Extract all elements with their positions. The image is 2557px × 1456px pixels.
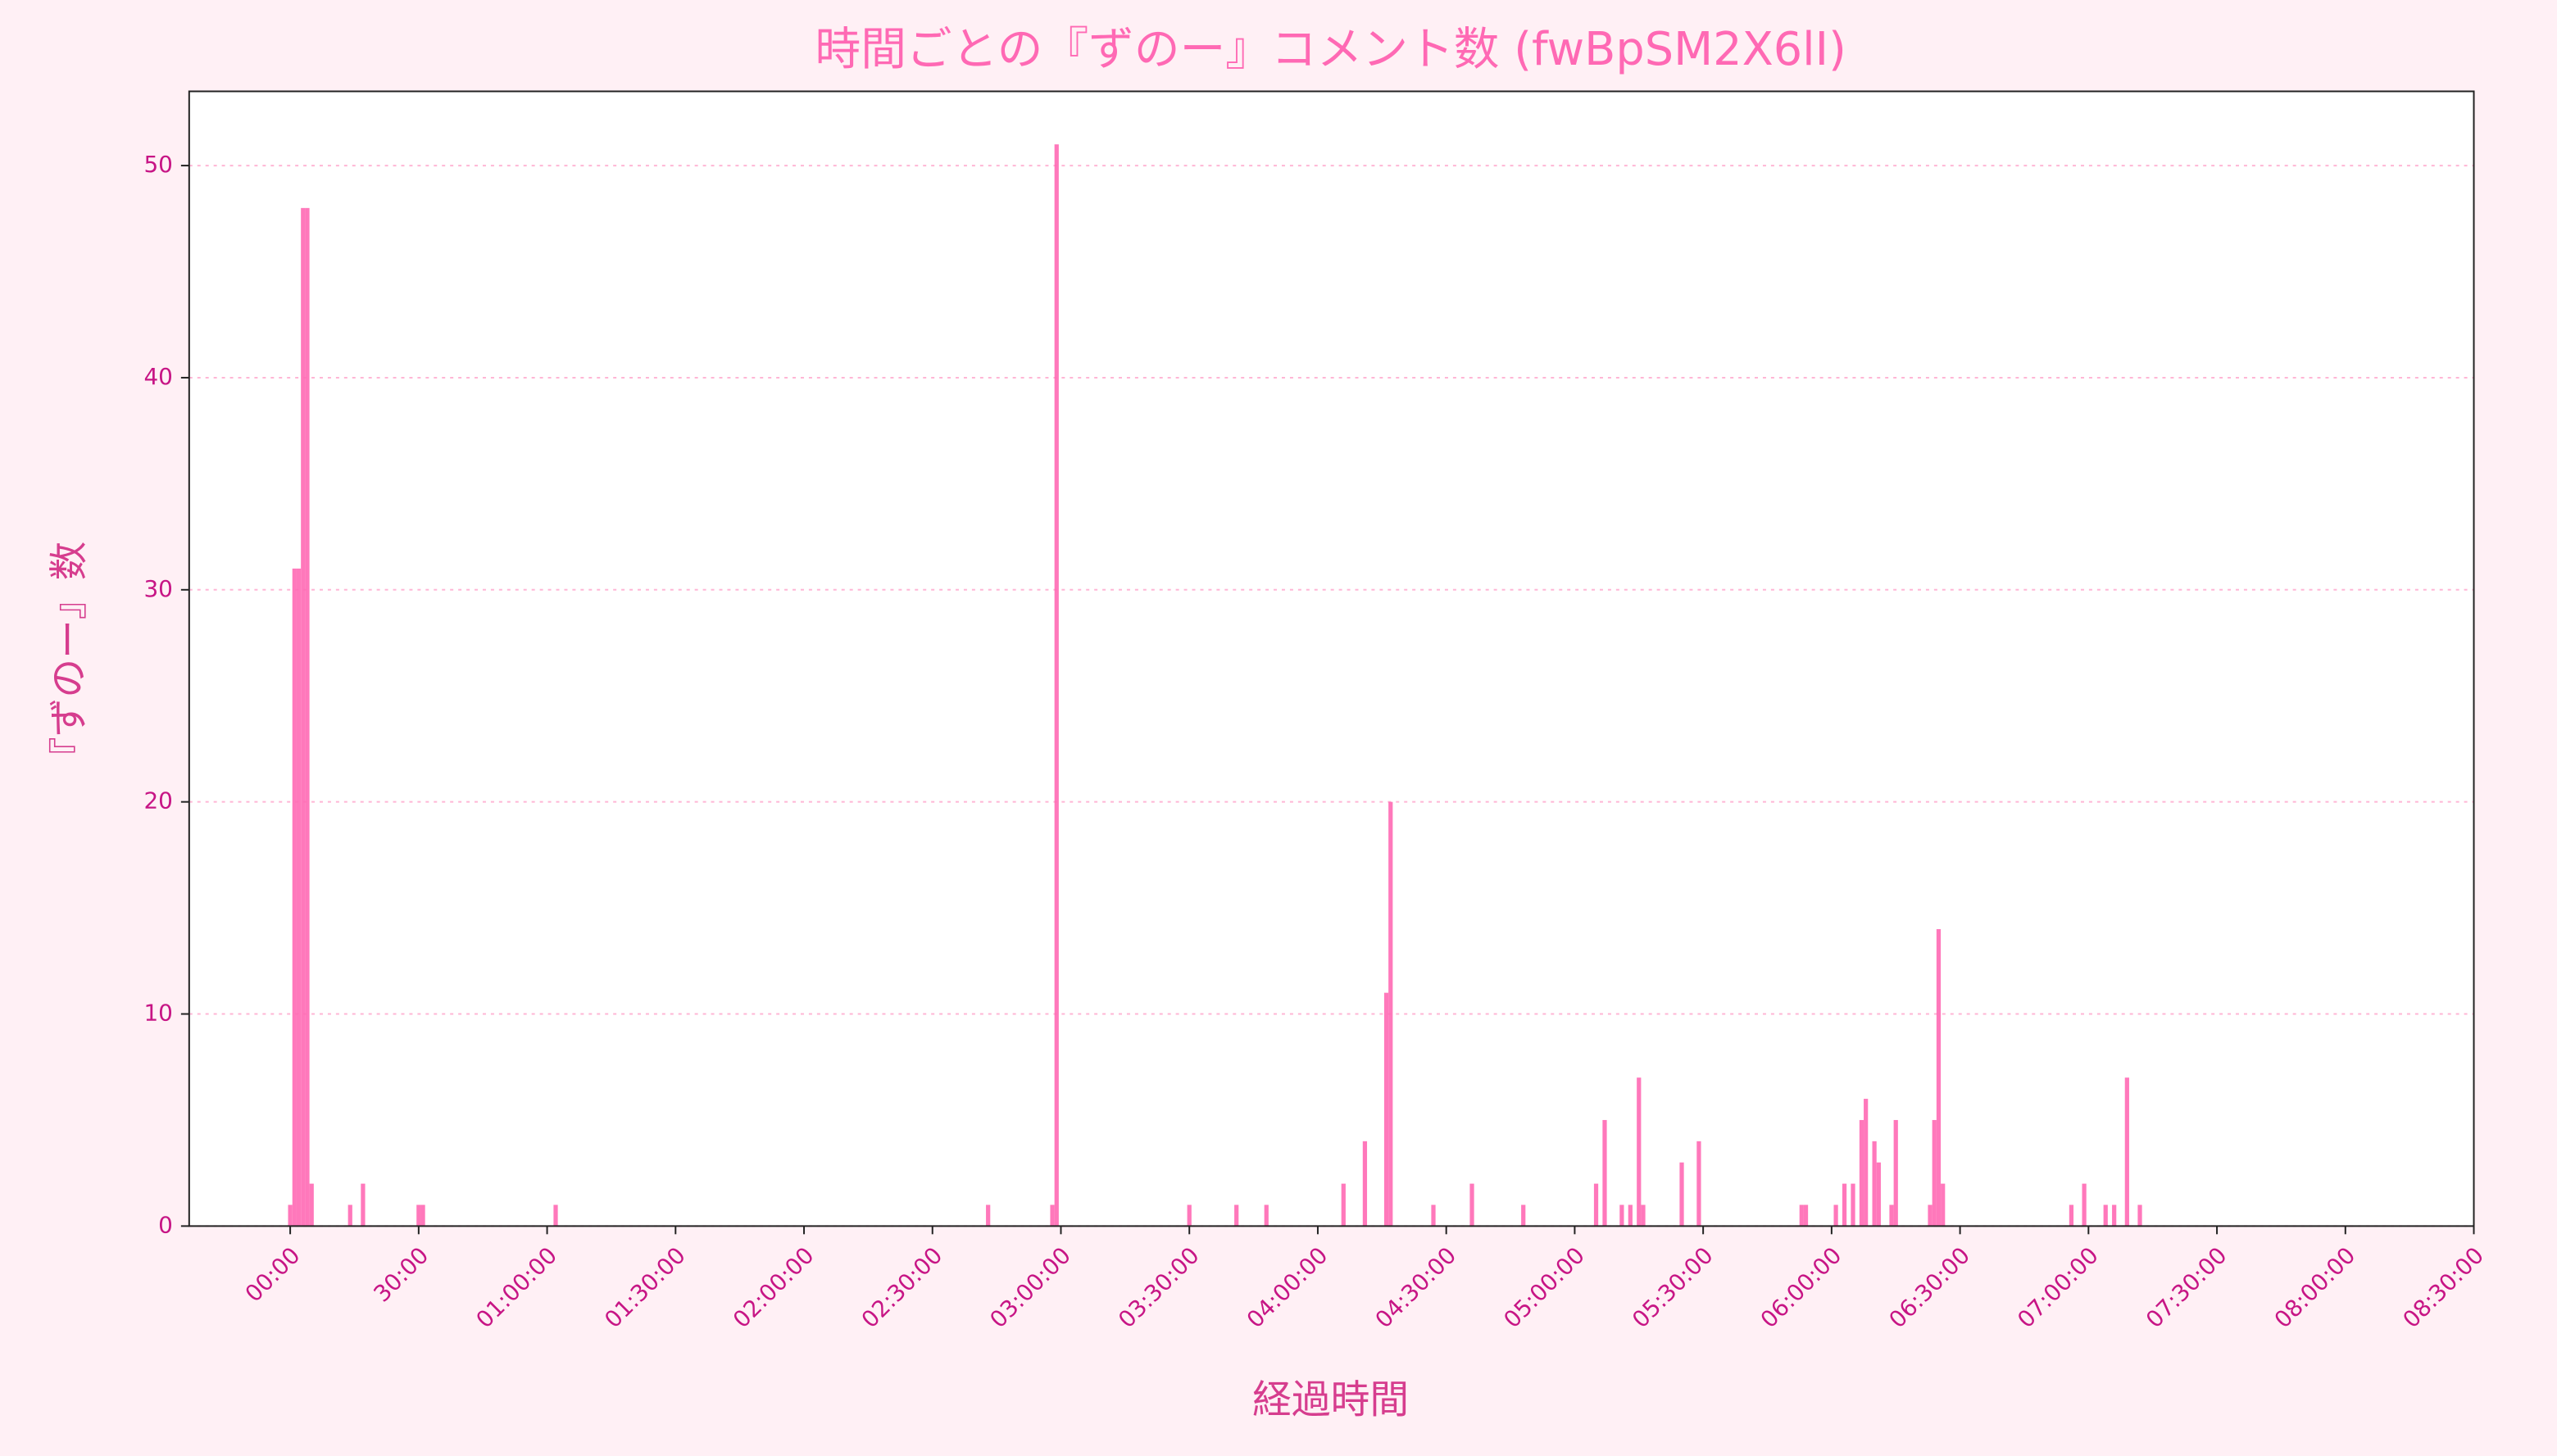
bar — [2112, 1204, 2117, 1227]
y-tick-label: 20 — [143, 787, 172, 814]
x-tick-label: 05:30:00 — [1627, 1241, 1719, 1333]
bar — [1637, 1077, 1642, 1227]
bar — [1936, 928, 1942, 1227]
x-tick-label: 07:30:00 — [2141, 1241, 2232, 1333]
bar — [309, 1183, 314, 1227]
bar — [1054, 144, 1059, 1227]
bar — [1383, 992, 1389, 1227]
bar — [553, 1204, 558, 1227]
bar — [1341, 1183, 1346, 1227]
x-tick-label: 08:30:00 — [2397, 1241, 2489, 1333]
x-tick-label: 02:00:00 — [728, 1241, 820, 1333]
bar — [1234, 1204, 1239, 1227]
bar — [1679, 1162, 1684, 1227]
bar — [1889, 1204, 1894, 1227]
bar — [1696, 1141, 1701, 1227]
bar — [1893, 1119, 1898, 1227]
bar — [288, 1204, 293, 1227]
bar — [347, 1204, 352, 1227]
x-tick-label: 02:30:00 — [856, 1241, 948, 1333]
bar — [1521, 1204, 1526, 1227]
bar — [1431, 1204, 1436, 1227]
y-tick-label: 0 — [158, 1211, 173, 1238]
bar — [1187, 1204, 1192, 1227]
bar — [296, 568, 302, 1227]
bar — [1833, 1204, 1838, 1227]
bar — [1842, 1183, 1847, 1227]
bar — [416, 1204, 421, 1227]
bar — [301, 207, 306, 1227]
bar — [1932, 1119, 1937, 1227]
x-tick-label: 04:30:00 — [1369, 1241, 1461, 1333]
x-tick-label: 08:00:00 — [2269, 1241, 2361, 1333]
bar — [292, 568, 297, 1227]
bar — [1941, 1183, 1946, 1227]
y-tick-label: 50 — [143, 151, 172, 178]
bar — [2069, 1204, 2074, 1227]
bar — [1872, 1141, 1877, 1227]
x-tick-label: 03:30:00 — [1113, 1241, 1205, 1333]
bar — [361, 1183, 366, 1227]
x-tick-label: 05:00:00 — [1498, 1241, 1590, 1333]
x-tick-label: 04:00:00 — [1242, 1241, 1333, 1333]
bar — [1593, 1183, 1599, 1227]
bar — [1864, 1099, 1869, 1227]
bar — [420, 1204, 425, 1227]
plot-layer — [188, 144, 2474, 1227]
bar — [1388, 801, 1393, 1227]
bar — [1362, 1141, 1368, 1227]
bar — [1619, 1204, 1624, 1227]
y-tick-label: 40 — [143, 363, 172, 390]
x-tick-label: 00:00 — [240, 1241, 306, 1307]
bar — [1628, 1204, 1633, 1227]
x-tick-label: 30:00 — [368, 1241, 434, 1307]
bar — [1803, 1204, 1809, 1227]
bar — [1876, 1162, 1881, 1227]
bar — [1859, 1119, 1864, 1227]
bar — [1469, 1183, 1474, 1227]
x-tick-label: 01:00:00 — [470, 1241, 562, 1333]
bar — [2103, 1204, 2108, 1227]
chart-title: 時間ごとの『ずのー』コメント数 (fwBpSM2X6lI) — [815, 23, 1846, 76]
x-axis-label: 経過時間 — [1252, 1377, 1409, 1422]
x-tick-label: 01:30:00 — [599, 1241, 691, 1333]
x-tick-label: 03:00:00 — [984, 1241, 1076, 1333]
bar — [2082, 1183, 2087, 1227]
bar — [2137, 1204, 2142, 1227]
x-tick-label: 06:00:00 — [1755, 1241, 1847, 1333]
x-tick-label: 07:00:00 — [2012, 1241, 2104, 1333]
bar — [2124, 1077, 2129, 1227]
bar — [1851, 1183, 1855, 1227]
bar — [1928, 1204, 1933, 1227]
bar — [1641, 1204, 1646, 1227]
bar — [1264, 1204, 1269, 1227]
plot-frame — [188, 90, 2475, 1227]
bar — [1602, 1119, 1607, 1227]
y-axis-label: 『ずのー』数 — [48, 542, 93, 777]
y-tick-label: 30 — [143, 575, 172, 602]
x-tick-label: 06:30:00 — [1883, 1241, 1975, 1333]
bar — [1050, 1204, 1055, 1227]
bar — [986, 1204, 991, 1227]
y-tick-label: 10 — [143, 1000, 172, 1027]
plot-area — [188, 91, 2474, 1227]
bar — [305, 207, 310, 1227]
bar — [1799, 1204, 1804, 1227]
